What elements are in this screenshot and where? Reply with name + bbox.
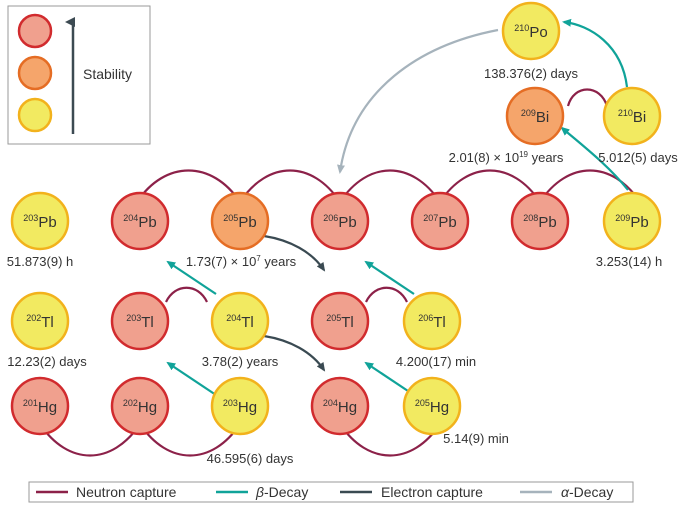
nuclide-bi209 xyxy=(505,86,565,146)
process-legend: Neutron capture β-Decay Electron capture… xyxy=(28,481,634,503)
halflife-pb205: 1.73(7) × 107 years xyxy=(186,254,297,269)
beta-bi210-po210 xyxy=(562,18,629,88)
label-tl206: 206Tl xyxy=(418,313,446,331)
nuclide-hg203 xyxy=(210,376,270,436)
stability-legend: Stability xyxy=(7,5,151,145)
label-pb204: 204Pb xyxy=(123,213,156,231)
nuclide-pb208 xyxy=(510,191,570,251)
stability-label: Stability xyxy=(83,66,132,82)
nuclide-hg205 xyxy=(402,376,462,436)
mid-stable-swatch xyxy=(17,55,53,91)
arc-pb208-pb209 xyxy=(539,169,641,203)
label-hg204: 204Hg xyxy=(323,398,357,416)
alpha-po210-pb206 xyxy=(337,28,499,174)
nuclide-bi210 xyxy=(602,86,662,146)
nuclide-pb209 xyxy=(602,191,662,251)
electron-capture-arrows xyxy=(263,234,326,372)
arc-pb205-pb206 xyxy=(239,169,341,203)
arc-tl203-tl204 xyxy=(165,286,208,303)
halflife-po210: 138.376(2) days xyxy=(484,66,578,81)
arc-hg202-hg203 xyxy=(139,423,241,457)
nuclide-tl204 xyxy=(210,291,270,351)
label-tl203: 203Tl xyxy=(126,313,154,331)
nuclide-pb205 xyxy=(210,191,270,251)
electron-capture-label: Electron capture xyxy=(381,484,483,500)
halflife-bi210: 5.012(5) days xyxy=(598,150,678,165)
label-pb205: 205Pb xyxy=(223,213,256,231)
arc-pb207-pb208 xyxy=(439,169,541,203)
nuclide-tl202 xyxy=(10,291,70,351)
label-hg201: 201Hg xyxy=(23,398,57,416)
nuclide-hg201 xyxy=(10,376,70,436)
label-bi209: 209Bi xyxy=(521,108,549,126)
beta-decay-label: β-Decay xyxy=(255,484,308,500)
nuclide-hg204 xyxy=(310,376,370,436)
alpha-decay-label: α-Decay xyxy=(561,484,613,500)
beta-decay-arrows xyxy=(166,18,629,396)
arc-hg204-hg205 xyxy=(339,423,441,457)
process-legend-frame xyxy=(28,481,634,503)
halflife-bi209: 2.01(8) × 1019 years xyxy=(449,150,564,165)
nuclide-hg202 xyxy=(110,376,170,436)
label-pb207: 207Pb xyxy=(423,213,456,231)
neutron-capture-arcs xyxy=(39,88,641,457)
nuclide-tl203 xyxy=(110,291,170,351)
label-po210: 210Po xyxy=(514,23,547,41)
neutron-capture-label: Neutron capture xyxy=(76,484,177,500)
label-tl202: 202Tl xyxy=(26,313,54,331)
nuclide-pb206 xyxy=(310,191,370,251)
most-stable-swatch xyxy=(17,97,53,133)
beta-tl204-pb204 xyxy=(166,260,217,295)
ec-tl204-hg204 xyxy=(263,334,326,372)
nuclide-tl206 xyxy=(402,291,462,351)
arc-tl205-tl206 xyxy=(365,286,408,303)
arc-bi209-bi210 xyxy=(566,88,609,107)
halflife-tl206: 4.200(17) min xyxy=(396,354,476,369)
label-pb209: 209Pb xyxy=(615,213,648,231)
arc-pb204-pb205 xyxy=(136,169,241,203)
nuclide-circles xyxy=(10,1,662,436)
halflife-tl202: 12.23(2) days xyxy=(7,354,87,369)
least-stable-swatch xyxy=(17,13,53,49)
arc-pb206-pb207 xyxy=(339,169,441,203)
halflife-pb209: 3.253(14) h xyxy=(596,254,663,269)
nuclide-po210 xyxy=(501,1,561,61)
nuclide-tl205 xyxy=(310,291,370,351)
label-hg202: 202Hg xyxy=(123,398,157,416)
halflife-hg203: 46.595(6) days xyxy=(207,451,294,466)
halflife-pb203: 51.873(9) h xyxy=(7,254,74,269)
label-hg203: 203Hg xyxy=(223,398,257,416)
ec-pb205-tl205 xyxy=(263,234,326,272)
label-bi210: 210Bi xyxy=(618,108,646,126)
beta-hg203-tl203 xyxy=(166,361,217,396)
nuclide-pb203 xyxy=(10,191,70,251)
beta-tl206-pb206 xyxy=(364,260,415,295)
label-tl204: 204Tl xyxy=(226,313,254,331)
label-pb203: 203Pb xyxy=(23,213,56,231)
nuclide-pb207 xyxy=(410,191,470,251)
label-tl205: 205Tl xyxy=(326,313,354,331)
nuclide-pb204 xyxy=(110,191,170,251)
label-pb208: 208Pb xyxy=(523,213,556,231)
halflife-hg205: 5.14(9) min xyxy=(443,431,509,446)
label-pb206: 206Pb xyxy=(323,213,356,231)
arc-hg201-hg202 xyxy=(39,423,141,457)
halflife-tl204: 3.78(2) years xyxy=(202,354,279,369)
label-hg205: 205Hg xyxy=(415,398,449,416)
beta-pb209-bi209 xyxy=(560,126,629,191)
beta-hg205-tl205 xyxy=(364,361,415,396)
